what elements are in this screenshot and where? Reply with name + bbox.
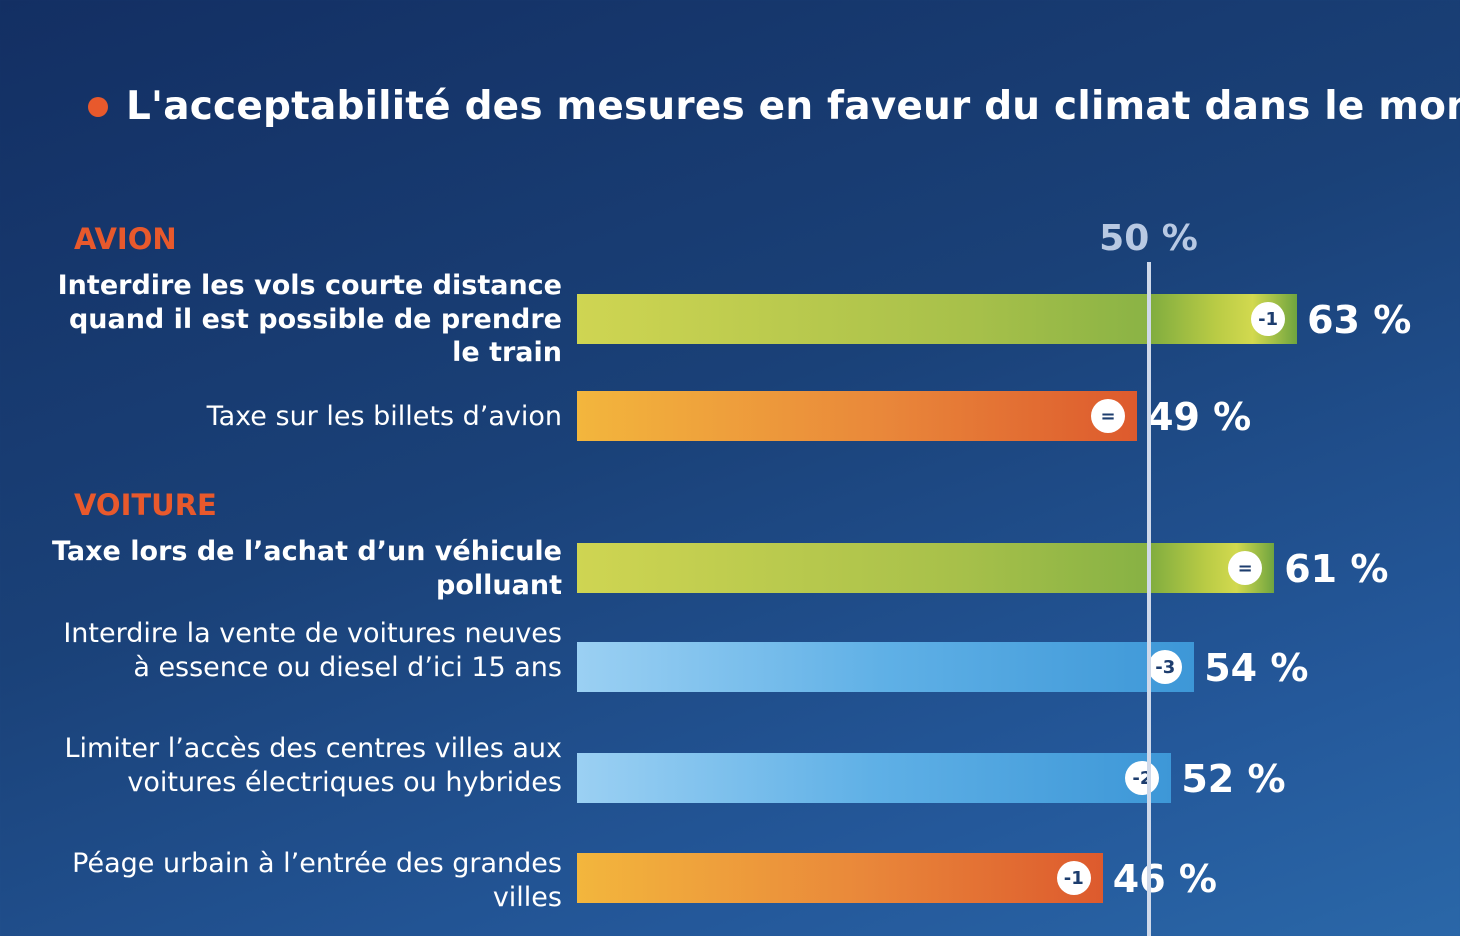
row-label-urban-toll: Péage urbain à l’entrée des grandes vill…: [72, 848, 562, 913]
bar-ban-fuel-cars: [577, 642, 1195, 692]
row-label-polluting-vehicle-tax: Taxe lors de l’achat d’un véhicule pollu…: [51, 536, 562, 601]
change-badge-plane-tax: =: [1091, 399, 1126, 433]
chart-title: L'acceptabilité des mesures en faveur du…: [126, 84, 1460, 129]
row-label-plane-tax: Taxe sur les billets d’avion: [206, 401, 562, 432]
change-badge-polluting-vehicle-tax: =: [1228, 551, 1263, 585]
reference-line-50: [1146, 262, 1151, 936]
value-label-plane-tax: 49 %: [1147, 395, 1252, 439]
bar-city-center-access: [577, 753, 1172, 803]
row-label-city-center-access: Limiter l’accès des centres villes aux v…: [64, 733, 562, 798]
row-label-short-flights: Interdire les vols courte distance quand…: [57, 270, 562, 368]
chart-title-block: L'acceptabilité des mesures en faveur du…: [88, 84, 1460, 129]
title-bullet-icon: [88, 96, 108, 117]
row-label-ban-fuel-cars: Interdire la vente de voitures neuves à …: [63, 618, 562, 683]
bar-plane-tax: [577, 391, 1138, 441]
value-label-urban-toll: 46 %: [1112, 857, 1217, 901]
change-badge-urban-toll: -1: [1056, 861, 1091, 895]
reference-label: 50 %: [1099, 218, 1198, 259]
value-label-ban-fuel-cars: 54 %: [1204, 646, 1309, 690]
value-label-polluting-vehicle-tax: 61 %: [1284, 547, 1389, 591]
bar-urban-toll: [577, 853, 1103, 903]
change-badge-short-flights: -1: [1251, 302, 1286, 336]
change-badge-ban-fuel-cars: -3: [1148, 650, 1183, 684]
value-label-short-flights: 63 %: [1307, 298, 1412, 342]
value-label-city-center-access: 52 %: [1181, 757, 1286, 801]
section-label-avion: AVION: [74, 222, 177, 256]
section-label-voiture: VOITURE: [74, 488, 217, 522]
